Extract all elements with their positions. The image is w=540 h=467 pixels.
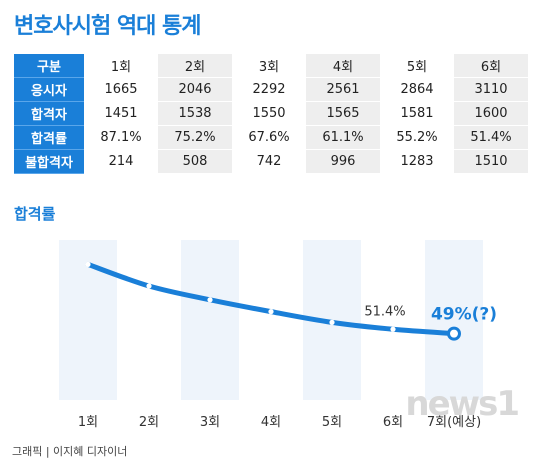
data-label: 51.4% — [364, 304, 405, 319]
column-header: 2회 — [158, 54, 232, 78]
table-cell: 55.2% — [380, 126, 454, 150]
table-row: 합격자 1451 1538 1550 1565 1581 1600 — [14, 102, 528, 126]
table-header-row: 구분 1회 2회 3회 4회 5회 6회 — [14, 54, 528, 78]
table-cell: 1581 — [380, 102, 454, 126]
data-label: 49%(?) — [431, 305, 497, 325]
table-cell: 214 — [84, 150, 158, 174]
x-tick-label: 4회 — [261, 415, 281, 430]
table-row: 합격률 87.1% 75.2% 67.6% 61.1% 55.2% 51.4% — [14, 126, 528, 150]
table-cell: 742 — [232, 150, 306, 174]
table-cell: 1550 — [232, 102, 306, 126]
table-cell: 3110 — [454, 78, 528, 102]
stats-table: 구분 1회 2회 3회 4회 5회 6회 응시자 1665 2046 2292 … — [14, 54, 528, 174]
table-cell: 2046 — [158, 78, 232, 102]
data-point — [85, 261, 91, 267]
table-cell: 61.1% — [306, 126, 380, 150]
table-cell: 1451 — [84, 102, 158, 126]
data-point — [390, 326, 396, 332]
column-header: 5회 — [380, 54, 454, 78]
column-header: 3회 — [232, 54, 306, 78]
x-tick-label: 7회(예상) — [427, 415, 481, 430]
data-point — [146, 283, 152, 289]
data-point — [207, 297, 213, 303]
table-row: 응시자 1665 2046 2292 2561 2864 3110 — [14, 78, 528, 102]
x-tick-label: 1회 — [78, 415, 98, 430]
row-label: 합격자 — [14, 102, 84, 126]
table-cell: 1283 — [380, 150, 454, 174]
row-label: 응시자 — [14, 78, 84, 102]
table-cell: 996 — [306, 150, 380, 174]
column-header: 6회 — [454, 54, 528, 78]
table-cell: 2561 — [306, 78, 380, 102]
table-cell: 508 — [158, 150, 232, 174]
table-cell: 1665 — [84, 78, 158, 102]
x-tick-label: 5회 — [322, 415, 342, 430]
chart-title: 합격률 — [14, 205, 56, 223]
data-point — [447, 326, 461, 341]
table-cell: 2864 — [380, 78, 454, 102]
table-cell: 1538 — [158, 102, 232, 126]
column-header: 4회 — [306, 54, 380, 78]
watermark-logo: news1 — [405, 384, 520, 424]
x-tick-label: 6회 — [383, 415, 403, 430]
table-cell: 1600 — [454, 102, 528, 126]
x-tick-label: 2회 — [139, 415, 159, 430]
table-cell: 2292 — [232, 78, 306, 102]
row-label: 합격률 — [14, 126, 84, 150]
table-cell: 1565 — [306, 102, 380, 126]
data-point — [329, 319, 335, 325]
credit-text: 그래픽 | 이지혜 디자이너 — [12, 445, 128, 458]
row-label: 불합격자 — [14, 150, 84, 174]
table-cell: 67.6% — [232, 126, 306, 150]
column-band — [425, 240, 483, 400]
column-header: 1회 — [84, 54, 158, 78]
table-cell: 1510 — [454, 150, 528, 174]
x-tick-label: 3회 — [200, 415, 220, 430]
table-cell: 75.2% — [158, 126, 232, 150]
column-band — [181, 240, 239, 400]
page-title: 변호사시험 역대 통계 — [14, 14, 201, 39]
table-header-label: 구분 — [14, 54, 84, 78]
table-row: 불합격자 214 508 742 996 1283 1510 — [14, 150, 528, 174]
series-line — [85, 261, 457, 337]
table-cell: 87.1% — [84, 126, 158, 150]
table-cell: 51.4% — [454, 126, 528, 150]
data-point — [268, 309, 274, 315]
